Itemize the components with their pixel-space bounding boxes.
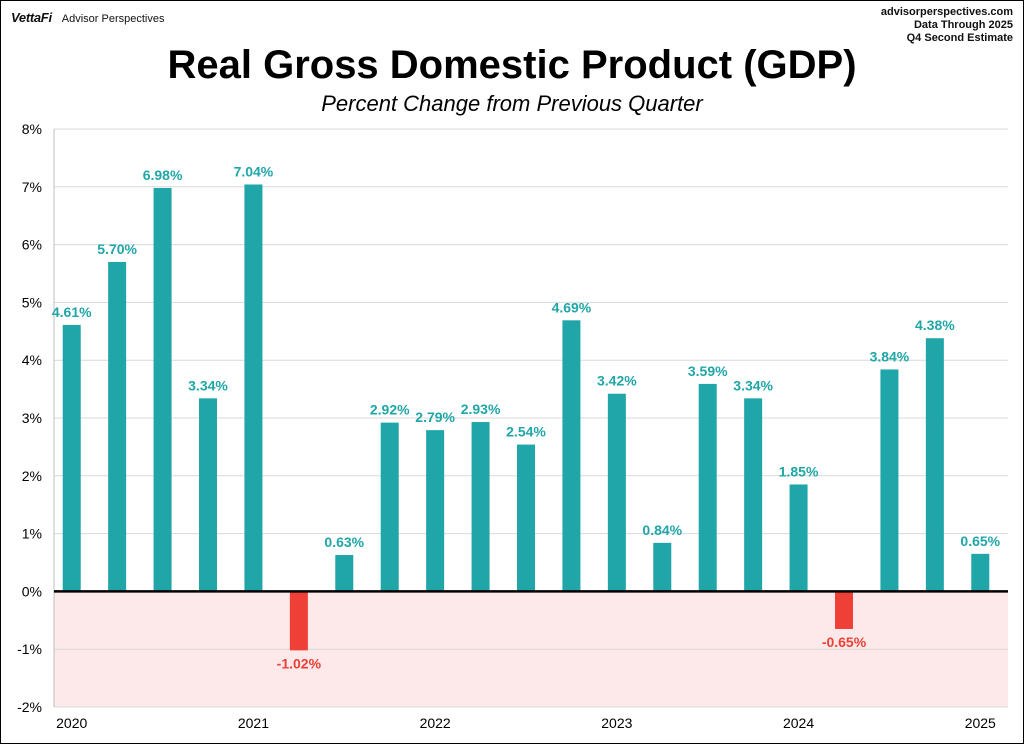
data-label: 0.63% xyxy=(324,534,364,550)
bar xyxy=(562,320,581,592)
data-label: 4.38% xyxy=(915,317,955,333)
data-label: -0.65% xyxy=(822,634,867,650)
data-label: 3.42% xyxy=(597,373,637,389)
x-tick-label: 2023 xyxy=(601,715,632,731)
data-label: 4.69% xyxy=(552,299,592,315)
y-tick-label: 4% xyxy=(22,352,42,368)
bar xyxy=(289,591,308,651)
y-tick-label: 8% xyxy=(22,121,42,137)
data-label: 3.34% xyxy=(733,377,773,393)
y-tick-label: 7% xyxy=(22,179,42,195)
data-label: 6.98% xyxy=(143,167,183,183)
bar xyxy=(925,338,944,592)
data-label: 1.85% xyxy=(779,463,819,479)
x-tick-label: 2021 xyxy=(238,715,269,731)
bar xyxy=(62,324,81,592)
y-tick-label: 3% xyxy=(22,410,42,426)
bar xyxy=(426,430,445,592)
source-line-website: advisorperspectives.com xyxy=(880,6,1013,18)
y-tick-label: -1% xyxy=(17,641,42,657)
bar xyxy=(880,369,899,592)
x-tick-label: 2020 xyxy=(56,715,87,731)
bar xyxy=(153,187,172,592)
data-label: 0.84% xyxy=(642,522,682,538)
data-label: 2.93% xyxy=(461,401,501,417)
bar xyxy=(244,184,263,592)
x-tick-label: 2025 xyxy=(965,715,996,731)
y-tick-label: 0% xyxy=(22,583,42,599)
data-label: 5.70% xyxy=(97,241,137,257)
bar xyxy=(108,261,127,592)
data-label: -1.02% xyxy=(277,655,322,671)
y-tick-label: -2% xyxy=(17,699,42,715)
source-info: advisorperspectives.com Data Through 202… xyxy=(881,6,1013,45)
source-line-data-through: Data Through 2025 xyxy=(913,19,1013,31)
y-tick-label: 2% xyxy=(22,468,42,484)
y-tick-label: 5% xyxy=(22,294,42,310)
data-label: 4.61% xyxy=(52,304,92,320)
bar xyxy=(971,553,990,592)
data-label: 0.65% xyxy=(960,533,1000,549)
bar xyxy=(607,393,626,592)
source-line-estimate: Q4 Second Estimate xyxy=(906,32,1013,44)
bar xyxy=(653,542,672,592)
chart-title: Real Gross Domestic Product (GDP) xyxy=(167,43,857,87)
bar xyxy=(380,422,399,592)
bar xyxy=(744,398,763,592)
chart-subtitle: Percent Change from Previous Quarter xyxy=(321,91,703,116)
bar xyxy=(789,484,808,592)
bar xyxy=(835,591,853,629)
bar xyxy=(335,554,354,592)
bar xyxy=(199,398,217,592)
bar xyxy=(471,422,490,592)
x-tick-label: 2024 xyxy=(783,715,814,731)
bar xyxy=(517,444,535,592)
data-label: 3.34% xyxy=(188,377,228,393)
y-tick-label: 6% xyxy=(22,237,42,253)
brand: VettaFi Advisor Perspectives xyxy=(11,10,164,25)
data-label: 2.79% xyxy=(415,409,455,425)
data-label: 3.84% xyxy=(870,348,910,364)
brand-name: Advisor Perspectives xyxy=(61,13,165,25)
data-label: 2.54% xyxy=(506,424,546,440)
x-tick-label: 2022 xyxy=(420,715,451,731)
data-label: 2.92% xyxy=(370,402,410,418)
data-label: 3.59% xyxy=(688,363,728,379)
y-tick-label: 1% xyxy=(22,526,42,542)
bar xyxy=(698,383,717,592)
brand-logo: VettaFi xyxy=(11,10,52,25)
data-label: 7.04% xyxy=(234,163,274,179)
